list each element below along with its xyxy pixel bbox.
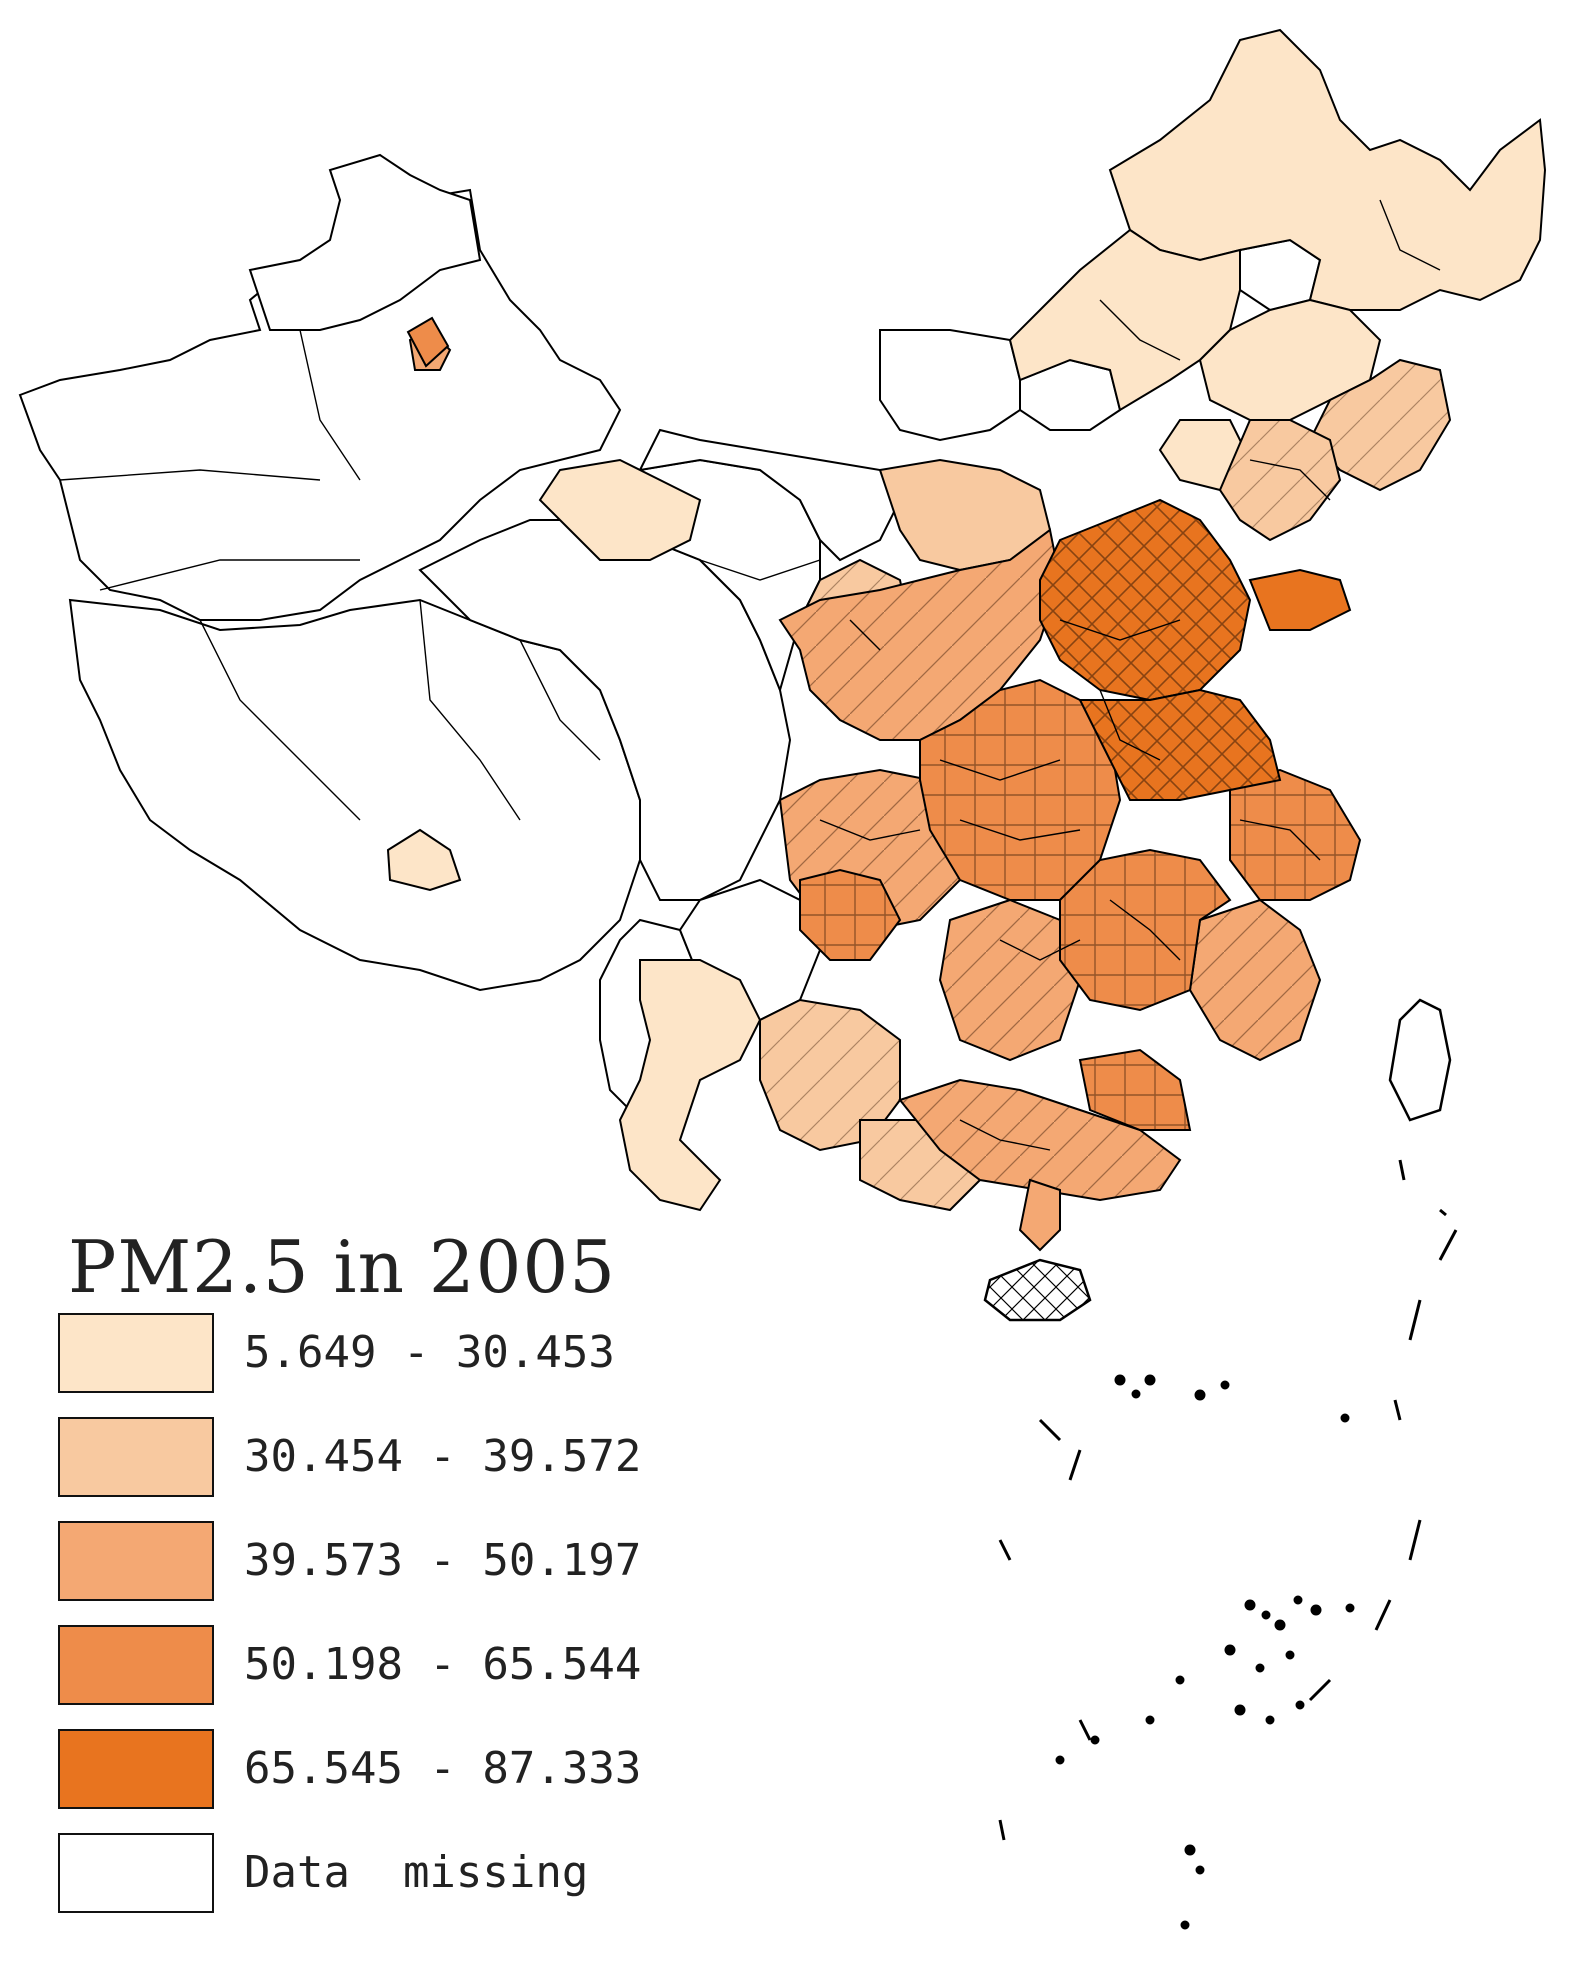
region-heilongjiang: [1108, 28, 1547, 311]
class1-regions: [386, 28, 1547, 1212]
legend-swatch: [58, 1417, 214, 1497]
region-central-west: [778, 528, 1062, 741]
legend-label: Data missing: [244, 1847, 589, 1898]
region-xinjiang-west: [18, 188, 622, 621]
region-henan-jiangsu: [1078, 688, 1282, 801]
region-jiangxi-anhui: [1059, 848, 1232, 1012]
legend-label: 39.573 - 50.197: [244, 1535, 642, 1586]
legend-item: 65.545 - 87.333: [58, 1729, 698, 1813]
region-guangdong-east: [1078, 1048, 1192, 1131]
region-chongqing: [799, 868, 902, 961]
class4-regions: [799, 678, 1362, 1131]
region-hainan-bridge: [1018, 1178, 1061, 1252]
legend-item: 5.649 - 30.453: [58, 1313, 698, 1397]
legend-item: 39.573 - 50.197: [58, 1521, 698, 1605]
legend-label: 5.649 - 30.453: [244, 1327, 615, 1378]
region-yunnan-sw: [618, 959, 762, 1212]
region-ningxia-inner: [538, 458, 702, 561]
class3-regions: [778, 528, 1322, 1252]
region-xinjiang-dot: [406, 316, 450, 368]
legend-swatch: [58, 1625, 214, 1705]
legend-label: 30.454 - 39.572: [244, 1431, 642, 1482]
region-inner-mongolia-east: [1008, 228, 1241, 412]
islands: [983, 998, 1452, 1322]
class5-regions: [406, 316, 1352, 801]
legend-item: 30.454 - 39.572: [58, 1417, 698, 1501]
legend-item: Data missing: [58, 1833, 698, 1917]
legend-swatch: [58, 1521, 214, 1601]
region-inner-mongolia-west: [638, 428, 902, 562]
region-henan-hubei: [919, 678, 1122, 901]
region-hunan: [938, 898, 1082, 1062]
legend-swatch: [58, 1313, 214, 1393]
region-tibet-small: [386, 828, 462, 892]
region-xinjiang-north: [248, 153, 482, 331]
legend: PM2.5 in 2005 5.649 - 30.453 30.454 - 39…: [58, 1225, 698, 1925]
legend-item: 50.198 - 65.544: [58, 1625, 698, 1709]
region-fujian: [1188, 898, 1322, 1062]
legend-label: 65.545 - 87.333: [244, 1743, 642, 1794]
region-liaoning: [1218, 419, 1342, 542]
region-shandong-peninsula: [1248, 568, 1352, 631]
region-tibet: [68, 598, 641, 992]
region-guangdong: [898, 1078, 1182, 1202]
legend-swatch: [58, 1833, 214, 1913]
region-hebei-shandong: [1039, 498, 1252, 702]
legend-label: 50.198 - 65.544: [244, 1639, 642, 1690]
legend-swatch: [58, 1729, 214, 1809]
map-title: PM2.5 in 2005: [68, 1225, 617, 1309]
region-inner-mongolia-mid: [879, 329, 1021, 442]
taiwan-outline: [1388, 998, 1452, 1122]
south-china-sea-islands: [998, 1159, 1458, 1930]
internal-boundaries: [59, 199, 1441, 1151]
hainan-outline: [983, 1258, 1092, 1322]
